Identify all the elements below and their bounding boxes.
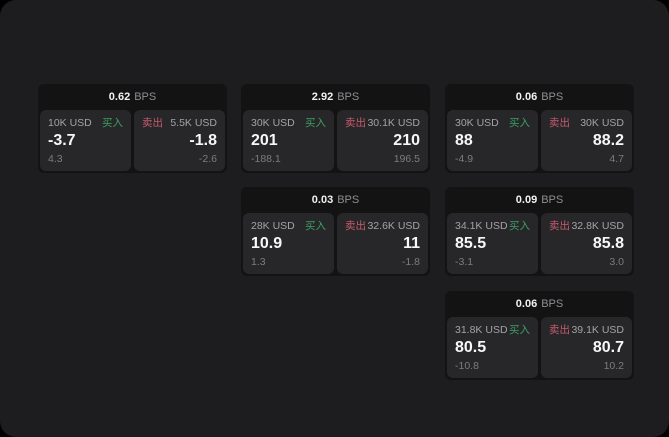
bps-header: 0.09 BPS (447, 187, 632, 212)
buy-size: 30K USD (455, 117, 499, 129)
sell-quote-panel[interactable]: 卖出 30.1K USD 210 196.5 (337, 110, 428, 171)
quote-body: 30K USD 买入 201 -188.1 卖出 30.1K USD 210 1… (243, 110, 428, 171)
sell-label: 卖出 (345, 117, 366, 129)
buy-sub-value: 1.3 (251, 256, 266, 268)
buy-sub-value: 4.3 (48, 153, 63, 165)
sell-quote-panel[interactable]: 卖出 32.6K USD 11 -1.8 (337, 213, 428, 274)
buy-price: 88 (455, 132, 473, 149)
bps-unit: BPS (337, 90, 360, 103)
sell-label: 卖出 (549, 220, 570, 232)
bps-unit: BPS (541, 90, 564, 103)
bps-header: 0.06 BPS (447, 291, 632, 316)
quote-card-3: 0.06 BPS 30K USD 买入 88 -4.9 卖出 30K USD 8… (445, 84, 634, 173)
sell-label: 卖出 (142, 117, 163, 129)
buy-label: 买入 (509, 220, 530, 232)
sell-label: 卖出 (549, 117, 570, 129)
bps-header: 2.92 BPS (243, 84, 428, 109)
sell-sub-value: 3.0 (609, 256, 624, 268)
quote-card-6: 0.06 BPS 31.8K USD 买入 80.5 -10.8 卖出 39.1… (445, 291, 634, 380)
quote-body: 10K USD 买入 -3.7 4.3 卖出 5.5K USD -1.8 -2.… (40, 110, 225, 171)
bps-value: 0.06 (515, 90, 538, 103)
buy-label: 买入 (509, 324, 530, 336)
buy-sub-value: -10.8 (455, 360, 479, 372)
sell-size: 30K USD (580, 117, 624, 129)
bps-value: 0.06 (515, 297, 538, 310)
buy-size: 10K USD (48, 117, 92, 129)
sell-sub-value: -2.6 (198, 153, 217, 165)
sell-price: 210 (393, 132, 420, 149)
buy-sub-value: -188.1 (251, 153, 281, 165)
buy-quote-panel[interactable]: 28K USD 买入 10.9 1.3 (243, 213, 334, 274)
quote-body: 31.8K USD 买入 80.5 -10.8 卖出 39.1K USD 80.… (447, 317, 632, 378)
bps-unit: BPS (541, 193, 564, 206)
sell-label: 卖出 (549, 324, 570, 336)
buy-size: 34.1K USD (455, 220, 508, 232)
bps-value: 0.09 (515, 193, 538, 206)
sell-size: 5.5K USD (170, 117, 217, 129)
buy-price: 85.5 (455, 235, 487, 252)
sell-sub-value: 10.2 (603, 360, 624, 372)
bps-unit: BPS (134, 90, 157, 103)
quote-body: 28K USD 买入 10.9 1.3 卖出 32.6K USD 11 -1.8 (243, 213, 428, 274)
sell-quote-panel[interactable]: 卖出 30K USD 88.2 4.7 (541, 110, 632, 171)
sell-size: 39.1K USD (571, 324, 624, 336)
buy-size: 31.8K USD (455, 324, 508, 336)
buy-size: 30K USD (251, 117, 295, 129)
quote-card-2: 2.92 BPS 30K USD 买入 201 -188.1 卖出 30.1K … (241, 84, 430, 173)
buy-quote-panel[interactable]: 31.8K USD 买入 80.5 -10.8 (447, 317, 538, 378)
bps-value: 0.03 (311, 193, 334, 206)
buy-quote-panel[interactable]: 30K USD 买入 201 -188.1 (243, 110, 334, 171)
buy-label: 买入 (102, 117, 123, 129)
quote-body: 34.1K USD 买入 85.5 -3.1 卖出 32.8K USD 85.8… (447, 213, 632, 274)
quote-body: 30K USD 买入 88 -4.9 卖出 30K USD 88.2 4.7 (447, 110, 632, 171)
buy-label: 买入 (305, 220, 326, 232)
buy-size: 28K USD (251, 220, 295, 232)
buy-sub-value: -3.1 (455, 256, 474, 268)
bps-unit: BPS (337, 193, 360, 206)
sell-label: 卖出 (345, 220, 366, 232)
buy-quote-panel[interactable]: 10K USD 买入 -3.7 4.3 (40, 110, 131, 171)
bps-header: 0.06 BPS (447, 84, 632, 109)
sell-quote-panel[interactable]: 卖出 5.5K USD -1.8 -2.6 (134, 110, 225, 171)
sell-price: -1.8 (189, 132, 217, 149)
buy-label: 买入 (509, 117, 530, 129)
sell-size: 32.6K USD (367, 220, 420, 232)
sell-sub-value: 4.7 (609, 153, 624, 165)
sell-sub-value: -1.8 (401, 256, 420, 268)
buy-label: 买入 (305, 117, 326, 129)
bps-header: 0.03 BPS (243, 187, 428, 212)
buy-sub-value: -4.9 (455, 153, 474, 165)
bps-value: 2.92 (311, 90, 334, 103)
bps-value: 0.62 (108, 90, 131, 103)
sell-quote-panel[interactable]: 卖出 39.1K USD 80.7 10.2 (541, 317, 632, 378)
buy-price: -3.7 (48, 132, 76, 149)
sell-price: 85.8 (592, 235, 624, 252)
quote-card-1: 0.62 BPS 10K USD 买入 -3.7 4.3 卖出 5.5K USD… (38, 84, 227, 173)
sell-price: 80.7 (592, 339, 624, 356)
buy-quote-panel[interactable]: 34.1K USD 买入 85.5 -3.1 (447, 213, 538, 274)
quote-card-4: 0.03 BPS 28K USD 买入 10.9 1.3 卖出 32.6K US… (241, 187, 430, 276)
bps-header: 0.62 BPS (40, 84, 225, 109)
buy-quote-panel[interactable]: 30K USD 买入 88 -4.9 (447, 110, 538, 171)
sell-price: 88.2 (592, 132, 624, 149)
buy-price: 10.9 (251, 235, 283, 252)
buy-price: 80.5 (455, 339, 487, 356)
sell-sub-value: 196.5 (393, 153, 420, 165)
sell-quote-panel[interactable]: 卖出 32.8K USD 85.8 3.0 (541, 213, 632, 274)
bps-unit: BPS (541, 297, 564, 310)
quote-card-5: 0.09 BPS 34.1K USD 买入 85.5 -3.1 卖出 32.8K… (445, 187, 634, 276)
sell-price: 11 (403, 235, 420, 252)
sell-size: 32.8K USD (571, 220, 624, 232)
sell-size: 30.1K USD (367, 117, 420, 129)
buy-price: 201 (251, 132, 278, 149)
